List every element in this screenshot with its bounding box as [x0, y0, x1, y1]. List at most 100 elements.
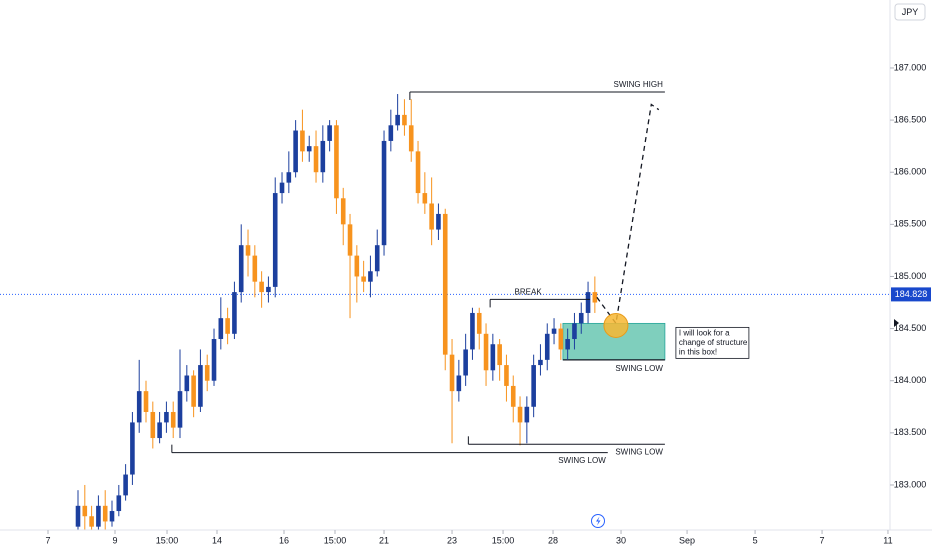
candle-body	[198, 365, 203, 407]
candle-body	[313, 146, 319, 173]
candle-body	[143, 391, 149, 412]
candle-body	[204, 365, 210, 381]
candle-body	[272, 193, 278, 287]
x-tick-label: 5	[753, 535, 758, 545]
plot-area: SWING LOW SWING HIGH BREAK SWING LOW SWING L…	[0, 80, 890, 530]
candle-body	[191, 375, 196, 407]
candle-body	[415, 151, 421, 194]
candle-body	[592, 292, 598, 303]
last-price-label: 184.828	[895, 289, 928, 299]
candle-body	[164, 411, 169, 423]
candle-body	[585, 292, 591, 313]
candle-body	[96, 505, 101, 527]
candle-body	[320, 140, 326, 173]
candle-body	[463, 349, 468, 376]
candle-body	[184, 375, 190, 392]
candle-body	[225, 318, 230, 334]
target-circle	[603, 312, 629, 338]
candle-body	[170, 411, 176, 428]
candle-body	[157, 422, 162, 439]
candle-body	[497, 344, 502, 366]
candle-body	[572, 323, 577, 340]
note-text: in this box!	[679, 347, 717, 356]
candle-body	[354, 255, 360, 277]
y-tick-label: 184.000	[894, 375, 927, 385]
candle-body	[517, 406, 523, 423]
candle-body	[306, 146, 312, 152]
x-tick-label: 11	[883, 535, 892, 545]
x-tick-label: 16	[279, 535, 289, 545]
candle-body	[123, 474, 128, 496]
candle-body	[402, 114, 407, 126]
candle-body	[102, 505, 108, 522]
level-label: SWING LOW	[558, 456, 606, 465]
x-tick-label: 15:00	[156, 535, 179, 545]
candle-body	[245, 245, 251, 256]
candle-body	[279, 182, 285, 194]
axis-arrow[interactable]	[894, 319, 899, 327]
candle-body	[340, 198, 346, 225]
candle-body	[504, 365, 509, 386]
candle-body	[388, 125, 394, 141]
candle-body	[116, 495, 122, 512]
candle-body	[361, 276, 366, 282]
candle-body	[395, 114, 400, 126]
x-tick-label: 23	[447, 535, 457, 545]
x-tick-label: 15:00	[492, 535, 515, 545]
candle-body	[476, 312, 482, 334]
candle-body	[422, 193, 428, 204]
candle-body	[130, 422, 135, 475]
candle-body	[490, 344, 496, 371]
zone-label: SWING LOW	[615, 364, 663, 373]
note-box	[675, 326, 750, 359]
candle-body	[374, 245, 380, 272]
candle-body	[334, 125, 339, 199]
candle-body	[136, 391, 142, 423]
candle-body	[368, 271, 373, 282]
candle-body	[89, 516, 94, 527]
candle-body	[252, 255, 258, 282]
candle-body	[381, 140, 387, 246]
x-tick-label: 15:00	[324, 535, 347, 545]
x-tick-label: 30	[616, 535, 626, 545]
candle-body	[293, 130, 298, 173]
x-tick-label: 9	[112, 535, 117, 545]
candle-body	[211, 339, 217, 381]
candle-body	[266, 286, 271, 293]
candle-body	[327, 125, 332, 141]
candle-body	[286, 172, 292, 183]
candle-body	[510, 385, 516, 407]
candle-body	[578, 312, 584, 324]
candle-body	[442, 213, 448, 355]
candle-body	[524, 406, 530, 423]
level-label: BREAK	[515, 288, 543, 297]
candle-body	[449, 354, 455, 392]
candle-body	[218, 318, 224, 340]
level-label: SWING HIGH	[614, 80, 664, 89]
y-tick-label: 186.500	[894, 114, 927, 124]
candle-body	[470, 312, 475, 350]
candle-body	[82, 505, 88, 517]
projection-path	[596, 103, 660, 326]
x-tick-label: Sep	[679, 535, 695, 545]
candle-body	[429, 203, 434, 230]
candle-body	[109, 511, 115, 522]
lightning-icon[interactable]	[591, 514, 605, 528]
candle-body	[177, 391, 183, 428]
candle-body	[551, 328, 557, 334]
candle-body	[565, 339, 570, 350]
y-tick-label: 185.000	[894, 271, 927, 281]
x-tick-label: 14	[212, 535, 222, 545]
candle-body	[150, 411, 156, 439]
last-price-badge	[891, 287, 931, 302]
note-text: change of structure	[679, 338, 748, 347]
candle-body	[259, 281, 264, 293]
candle-body	[544, 333, 550, 360]
x-tick-label: 21	[379, 535, 389, 545]
candle-body	[238, 245, 244, 293]
y-tick-label: 185.500	[894, 219, 927, 229]
x-tick-label: 7	[820, 535, 825, 545]
candle-body	[558, 328, 564, 350]
currency-badge[interactable]	[894, 3, 926, 21]
y-tick-label: 183.000	[894, 479, 927, 489]
